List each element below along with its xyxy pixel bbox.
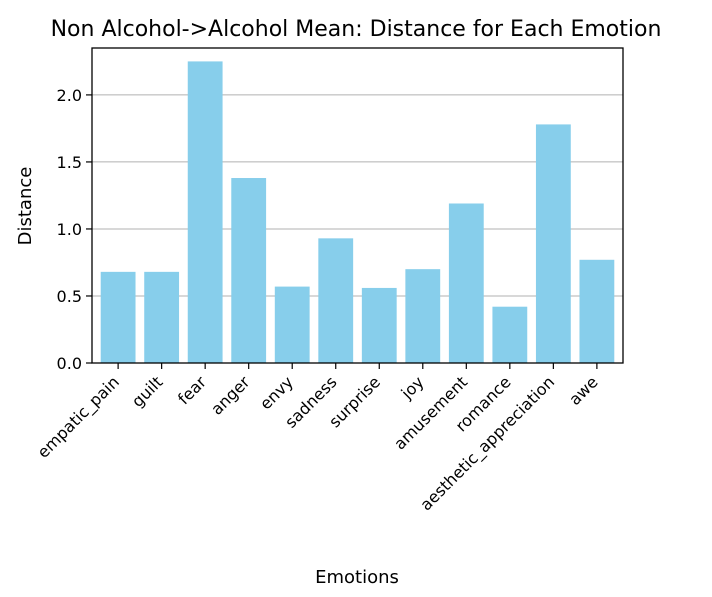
bar-empatic-pain xyxy=(100,271,136,363)
bar-fear xyxy=(187,61,223,363)
x-tick-label: empatic_pain xyxy=(34,372,124,462)
x-tick-label: fear xyxy=(174,372,210,408)
bar-sadness xyxy=(318,238,354,363)
bar-joy xyxy=(405,269,441,363)
y-tick-label: 0.5 xyxy=(57,287,82,306)
x-tick-label: awe xyxy=(565,372,602,409)
bar-aesthetic-appreciation xyxy=(535,124,571,363)
bar-romance xyxy=(492,306,528,363)
bar-anger xyxy=(231,178,267,363)
bar-awe xyxy=(579,259,615,363)
y-axis-label: Distance xyxy=(15,167,36,246)
y-axis-ticks: 0.0 0.5 1.0 1.5 2.0 xyxy=(57,86,92,373)
x-tick-label: envy xyxy=(256,372,297,413)
bar-surprise xyxy=(361,287,397,363)
chart-title: Non Alcohol->Alcohol Mean: Distance for … xyxy=(51,17,662,42)
bars xyxy=(100,61,615,363)
bar-guilt xyxy=(144,271,180,363)
y-tick-label: 0.0 xyxy=(57,354,82,373)
y-tick-label: 1.0 xyxy=(57,220,82,239)
bar-envy xyxy=(274,286,310,363)
x-tick-label: guilt xyxy=(128,372,167,411)
x-tick-label: anger xyxy=(207,372,254,419)
x-axis-label: Emotions xyxy=(315,567,399,588)
y-tick-label: 1.5 xyxy=(57,153,82,172)
y-tick-label: 2.0 xyxy=(57,86,82,105)
plot-frame xyxy=(91,47,624,364)
bar-amusement xyxy=(448,203,484,363)
x-tick-label: joy xyxy=(397,372,428,403)
